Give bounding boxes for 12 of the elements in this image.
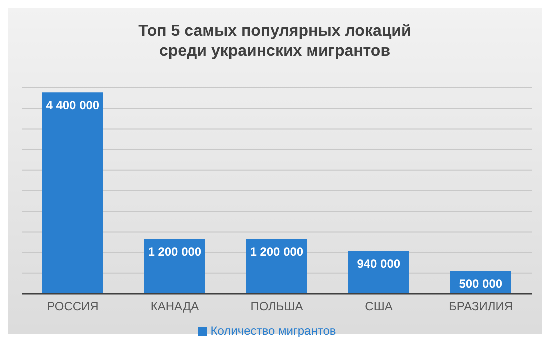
data-label: 940 000 [357,256,401,271]
chart-title: Топ 5 самых популярных локаций среди украинских мигрантов [138,22,412,62]
x-tick-label: США [365,300,393,314]
legend-label: Количество мигрантов [210,324,336,338]
x-tick-label: РОССИЯ [47,300,99,314]
x-tick-label: ПОЛЬША [250,300,304,314]
data-label: 1 200 000 [250,245,304,260]
x-tick-label: БРАЗИЛИЯ [449,300,513,314]
x-tick-label: КАНАДА [150,300,200,314]
data-label: 500 000 [459,277,503,292]
data-label: 1 200 000 [148,245,202,260]
data-label: 4 400 000 [46,98,100,113]
